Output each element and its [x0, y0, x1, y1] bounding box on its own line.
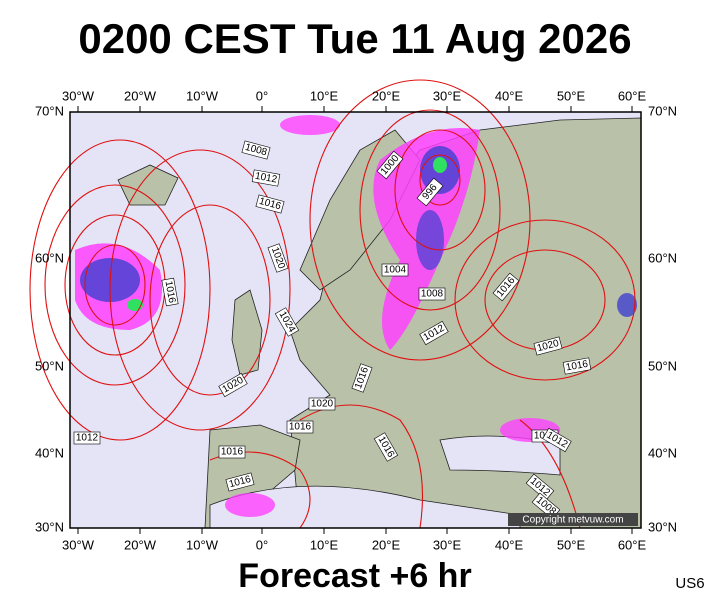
- isobar-label-box: [373, 432, 399, 462]
- longitude-label: 10°W: [186, 88, 219, 103]
- longitude-label: 10°E: [310, 88, 339, 103]
- precipitation: [75, 115, 637, 517]
- longitude-label: 30°E: [433, 88, 462, 103]
- frame: [69, 111, 642, 529]
- latitude-label: 60°N: [35, 250, 64, 265]
- isobar-label-text: 1016: [565, 359, 589, 374]
- isobar-label-text: 1004: [384, 265, 407, 276]
- model-code: US6: [675, 575, 704, 592]
- latitude-label: 40°N: [648, 445, 677, 460]
- latitude-label: 30°N: [648, 519, 677, 534]
- isobar-label-box: [533, 336, 563, 356]
- isobar-label-box: [542, 427, 572, 453]
- longitude-label: 20°E: [372, 537, 401, 552]
- britain: [231, 289, 263, 376]
- isobar-label-text: 1008: [421, 289, 444, 300]
- isobar-label-box: [274, 307, 300, 337]
- isobar-label: 1016: [562, 357, 592, 375]
- latitude-label: 60°N: [648, 250, 677, 265]
- longitude-label: 10°W: [186, 537, 219, 552]
- isobar-label: 1016: [218, 445, 246, 459]
- isobar-label-text: 1016: [221, 447, 244, 458]
- title: 0200 CEST Tue 11 Aug 2026: [78, 15, 631, 62]
- isobar-label-text: 1012: [254, 171, 278, 186]
- copyright: Copyright metvuw.com: [522, 515, 623, 526]
- isobar-label-text: 1012: [76, 433, 99, 444]
- longitude-label: 40°E: [495, 537, 524, 552]
- isobar-label-box: [267, 243, 289, 273]
- isobar-label-box: [255, 194, 285, 214]
- longitude-label: 50°E: [557, 88, 586, 103]
- isobar-label-box: [525, 473, 555, 501]
- isobar-label-box: [286, 420, 314, 434]
- longitude-label: 30°W: [62, 88, 95, 103]
- isobar-label-box: [161, 277, 179, 307]
- latitude-label: 50°N: [35, 358, 64, 373]
- isobar-label: 1012: [251, 169, 281, 187]
- isobar-label-box: [73, 431, 101, 445]
- longitude-label: 60°E: [618, 537, 647, 552]
- copyright-box: [508, 513, 638, 526]
- latitude-label: 70°N: [648, 103, 677, 118]
- latitude-label: 70°N: [35, 103, 64, 118]
- isobar-label: 1016: [255, 194, 285, 214]
- isobar-label-box: [218, 445, 246, 459]
- longitude-label: 20°W: [124, 537, 157, 552]
- latitude-label: 30°N: [35, 519, 64, 534]
- longitude-label: 20°W: [124, 88, 157, 103]
- longitude-label: 40°E: [495, 88, 524, 103]
- isobar-label-text: 1016: [163, 280, 178, 304]
- longitude-label: 30°W: [62, 537, 95, 552]
- longitude-label: 0°: [256, 88, 268, 103]
- isobar-label-box: [376, 150, 404, 180]
- longitude-label: 10°E: [310, 537, 339, 552]
- longitude-label: 60°E: [618, 88, 647, 103]
- isobar-label-box: [218, 372, 248, 398]
- isobar-label: 1012: [73, 431, 101, 445]
- isobar-label-box: [562, 357, 592, 375]
- isobar-label-text: 1016: [289, 422, 312, 433]
- longitude-label: 30°E: [433, 537, 462, 552]
- isobar-label: 1016: [161, 277, 179, 307]
- isobar-label: 1020: [533, 336, 563, 356]
- isobar-label: 1016: [286, 420, 314, 434]
- isobar-label-box: [492, 272, 520, 302]
- isobar-label-box: [351, 363, 373, 393]
- longitude-label: 50°E: [557, 537, 586, 552]
- longitude-label: 20°E: [372, 88, 401, 103]
- black-sea: [439, 435, 561, 476]
- map: 1008101210161020102410201012101610161016…: [29, 79, 642, 529]
- isobar-label: 1008: [241, 140, 271, 160]
- isobar-label-box: [419, 320, 449, 346]
- iceland: [117, 164, 179, 206]
- isobar-label-box: [416, 177, 444, 207]
- isobar-label: 1016: [225, 472, 255, 492]
- isobar-label: 1004: [381, 263, 409, 277]
- isobar-label-box: [308, 397, 336, 411]
- footer: Forecast +6 hr: [238, 557, 471, 595]
- isobar-label-text: 1020: [311, 399, 334, 410]
- isobar-label-box: [241, 140, 271, 160]
- isobar-label-box: [225, 472, 255, 492]
- latitude-label: 50°N: [648, 358, 677, 373]
- isobars: [29, 79, 636, 529]
- latitude-label: 40°N: [35, 445, 64, 460]
- longitude-label: 0°: [256, 537, 268, 552]
- isobar-label: 1008: [418, 287, 446, 301]
- isobar-label-box: [418, 287, 446, 301]
- isobar-label: 1020: [308, 397, 336, 411]
- isobar-label-box: [251, 169, 281, 187]
- isobar-label-box: [381, 263, 409, 277]
